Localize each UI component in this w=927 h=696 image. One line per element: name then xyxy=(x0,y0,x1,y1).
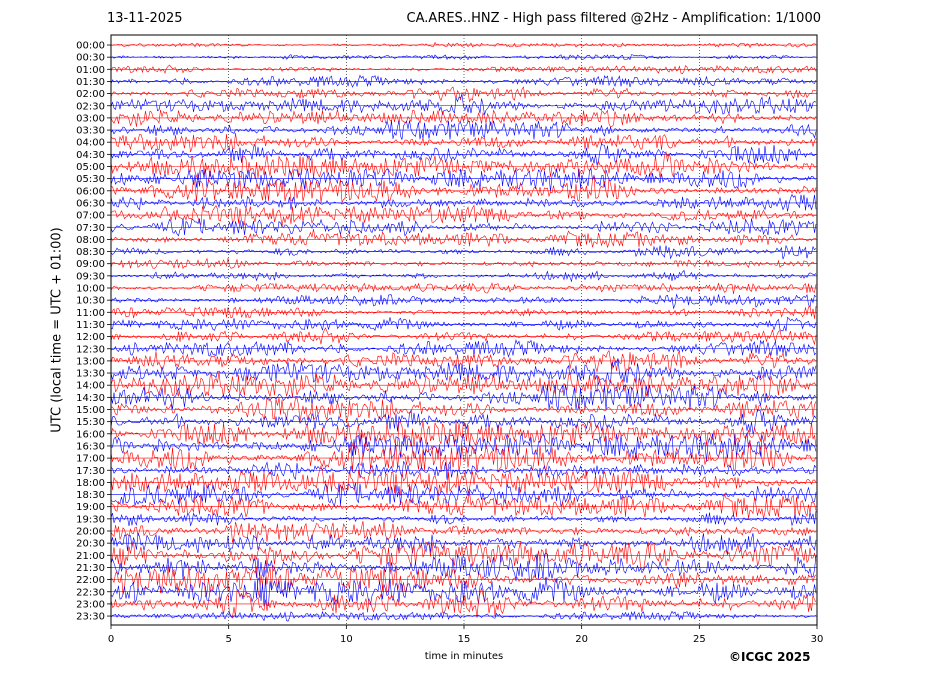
y-tick-label: 00:00 xyxy=(76,41,105,52)
y-tick-label: 00:30 xyxy=(76,53,105,64)
trace-0400 xyxy=(110,132,817,153)
y-tick-label: 11:30 xyxy=(76,320,105,331)
y-tick-label: 23:00 xyxy=(76,599,105,610)
trace-1000 xyxy=(110,282,817,295)
y-tick-label: 03:00 xyxy=(76,113,105,124)
y-tick-label: 10:00 xyxy=(76,284,105,295)
y-tick-label: 19:00 xyxy=(76,502,105,513)
trace-0230 xyxy=(110,93,817,116)
y-tick-label: 06:00 xyxy=(76,186,105,197)
trace-0530 xyxy=(110,167,817,192)
copyright-credit: ©ICGC 2025 xyxy=(729,650,811,664)
trace-0030 xyxy=(110,54,817,61)
chart-title: CA.ARES..HNZ - High pass filtered @2Hz -… xyxy=(406,11,821,26)
y-tick-label: 18:30 xyxy=(76,490,105,501)
y-tick-label: 05:00 xyxy=(76,162,105,173)
x-tick-label: 5 xyxy=(225,634,231,645)
trace-0630 xyxy=(110,193,817,212)
trace-0700 xyxy=(110,204,817,228)
trace-2200 xyxy=(110,564,817,598)
y-tick-label: 19:30 xyxy=(76,514,105,525)
y-tick-label: 14:00 xyxy=(76,381,105,392)
y-tick-label: 04:30 xyxy=(76,150,105,161)
y-tick-label: 23:30 xyxy=(76,612,105,623)
x-tick-label: 15 xyxy=(458,634,471,645)
trace-2000 xyxy=(110,520,817,543)
traces-layer xyxy=(110,41,817,622)
y-tick-label: 22:30 xyxy=(76,587,105,598)
trace-1030 xyxy=(110,293,817,310)
y-tick-label: 22:00 xyxy=(76,575,105,586)
y-tick-label: 18:00 xyxy=(76,478,105,489)
trace-2030 xyxy=(110,532,817,556)
trace-1900 xyxy=(110,491,817,519)
trace-1630 xyxy=(110,432,817,462)
y-tick-label: 14:30 xyxy=(76,393,105,404)
x-tick-label: 0 xyxy=(108,634,114,645)
trace-0430 xyxy=(110,143,817,166)
trace-1830 xyxy=(110,482,817,508)
trace-1800 xyxy=(110,464,817,500)
x-tick-label: 25 xyxy=(693,634,706,645)
y-tick-label: 17:00 xyxy=(76,454,105,465)
trace-0600 xyxy=(110,175,817,204)
y-tick-label: 09:30 xyxy=(76,271,105,282)
y-tick-label: 20:30 xyxy=(76,539,105,550)
x-tick-label: 30 xyxy=(811,634,824,645)
y-tick-label: 12:30 xyxy=(76,344,105,355)
y-tick-label: 21:30 xyxy=(76,563,105,574)
chart-date: 13-11-2025 xyxy=(107,11,183,26)
y-tick-label: 08:30 xyxy=(76,247,105,258)
x-axis-label: time in minutes xyxy=(424,651,504,662)
y-tick-label: 01:30 xyxy=(76,77,105,88)
trace-1200 xyxy=(110,327,817,346)
y-tick-label: 10:30 xyxy=(76,296,105,307)
y-tick-label: 11:00 xyxy=(76,308,105,319)
grid-layer xyxy=(228,35,700,625)
y-tick-label: 20:00 xyxy=(76,527,105,538)
y-tick-label: 15:30 xyxy=(76,417,105,428)
y-tick-label: 07:00 xyxy=(76,211,105,222)
y-tick-label: 07:30 xyxy=(76,223,105,234)
trace-2300 xyxy=(110,587,817,618)
y-tick-label: 06:30 xyxy=(76,198,105,209)
x-tick-label: 10 xyxy=(340,634,353,645)
trace-1230 xyxy=(110,339,817,358)
y-tick-label: 02:30 xyxy=(76,101,105,112)
trace-1730 xyxy=(110,460,817,481)
trace-0800 xyxy=(110,228,817,249)
y-tick-label: 05:30 xyxy=(76,174,105,185)
y-tick-label: 09:00 xyxy=(76,259,105,270)
trace-0830 xyxy=(110,244,817,260)
y-tick-label: 04:00 xyxy=(76,138,105,149)
y-tick-label: 13:00 xyxy=(76,356,105,367)
y-tick-label: 13:30 xyxy=(76,369,105,380)
trace-0500 xyxy=(110,150,817,181)
x-tick-label: 20 xyxy=(575,634,588,645)
y-tick-label: 15:00 xyxy=(76,405,105,416)
y-tick-label: 16:00 xyxy=(76,429,105,440)
trace-1600 xyxy=(110,420,817,450)
trace-1700 xyxy=(110,439,817,473)
trace-0200 xyxy=(110,86,817,103)
y-tick-label: 12:00 xyxy=(76,332,105,343)
trace-0130 xyxy=(110,74,817,88)
trace-1300 xyxy=(110,349,817,374)
trace-0900 xyxy=(110,257,817,270)
y-tick-label: 02:00 xyxy=(76,89,105,100)
y-tick-label: 17:30 xyxy=(76,466,105,477)
y-tick-label: 01:00 xyxy=(76,65,105,76)
y-tick-label: 03:30 xyxy=(76,126,105,137)
y-tick-label: 08:00 xyxy=(76,235,105,246)
y-tick-label: 21:00 xyxy=(76,551,105,562)
y-tick-label: 16:30 xyxy=(76,441,105,452)
trace-0730 xyxy=(110,218,817,237)
